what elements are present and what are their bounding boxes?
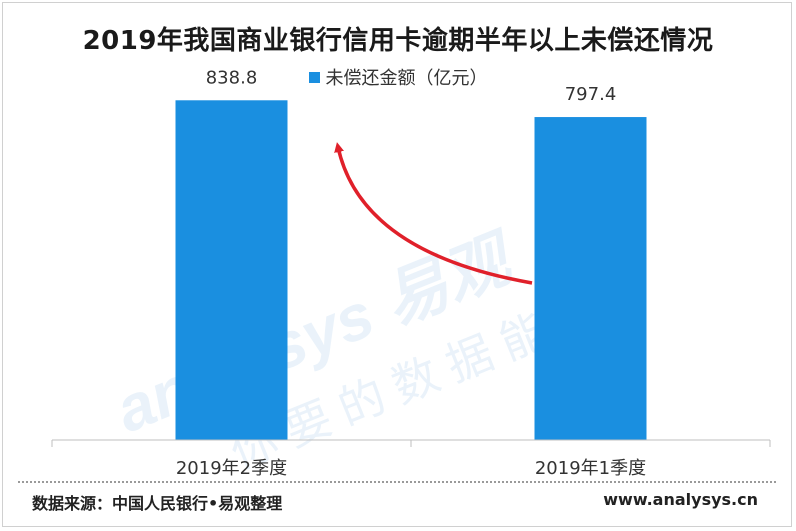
trend-arrow — [334, 142, 533, 285]
legend: 未偿还金额（亿元） — [0, 64, 796, 90]
legend-swatch — [308, 71, 320, 83]
bar — [534, 117, 647, 440]
chart-title: 2019年我国商业银行信用卡逾期半年以上未偿还情况 — [82, 26, 714, 56]
data-label: 797.4 — [565, 84, 617, 105]
x-tick-label: 2019年1季度 — [535, 458, 646, 479]
x-tick-label: 2019年2季度 — [176, 458, 287, 479]
data-label: 838.8 — [206, 67, 258, 88]
footer-divider — [18, 481, 776, 483]
footer-url[interactable]: www.analysys.cn — [603, 490, 758, 509]
bar — [175, 100, 288, 440]
footer-source: 数据来源：中国人民银行•易观整理 — [32, 494, 283, 513]
legend-label: 未偿还金额（亿元） — [325, 68, 488, 89]
